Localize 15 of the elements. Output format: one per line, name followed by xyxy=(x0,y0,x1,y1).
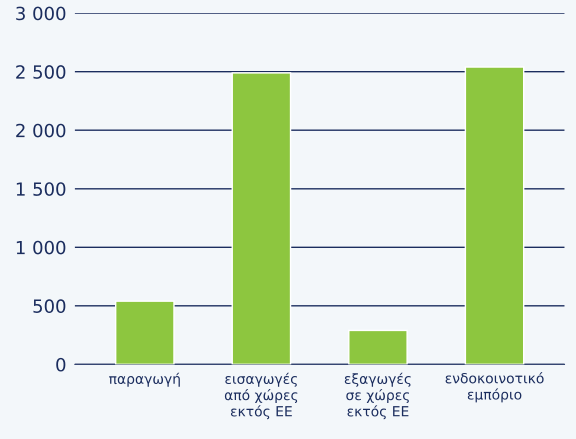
x-tick-label: εισαγωγές από χώρες εκτός ΕΕ xyxy=(224,372,298,420)
y-tick-label: 1 000 xyxy=(16,240,66,254)
y-tick-label: 2 000 xyxy=(16,124,66,138)
bar xyxy=(114,300,175,364)
bar xyxy=(464,66,524,364)
x-tick-label: ενδοκοινοτικό εμπόριο xyxy=(446,372,544,402)
y-tick-label: 0 xyxy=(56,358,66,372)
x-tick-label: εξαγωγές σε χώρες εκτός ΕΕ xyxy=(344,372,411,420)
y-tick-label: 500 xyxy=(33,299,66,313)
y-tick-label: 2 500 xyxy=(16,65,66,79)
y-tick-label: 3 000 xyxy=(16,6,66,20)
bar xyxy=(348,330,408,364)
x-tick-label: παραγωγή xyxy=(109,372,180,387)
y-tick-label: 1 500 xyxy=(16,182,66,196)
bar xyxy=(232,72,292,364)
